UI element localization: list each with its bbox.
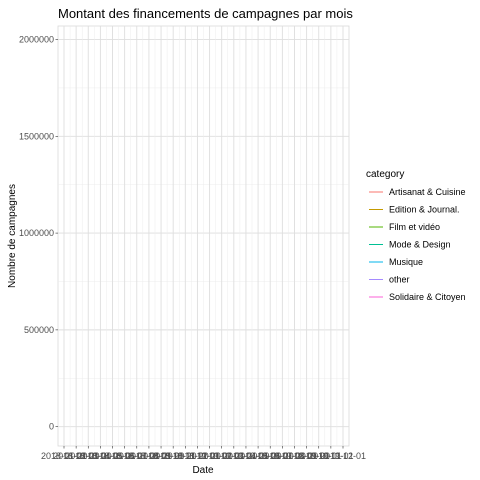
y-tick-label: 1000000 — [19, 228, 54, 238]
legend-label: other — [389, 275, 410, 285]
x-axis-ticks: 2018-01-012018-02-012018-03-012018-04-01… — [41, 446, 366, 461]
legend-label: Edition & Journal. — [389, 205, 460, 215]
x-tick-label: 2019-04-01 — [223, 451, 269, 461]
x-tick-label: 2018-02-01 — [53, 451, 99, 461]
x-tick-label: 2019-06-01 — [247, 451, 293, 461]
x-tick-label: 2019-08-01 — [271, 451, 317, 461]
x-tick-label: 2018-05-01 — [89, 451, 135, 461]
x-tick-label: 2019-09-01 — [284, 451, 330, 461]
y-tick-label: 1500000 — [19, 131, 54, 141]
x-tick-label: 2018-04-01 — [77, 451, 123, 461]
x-tick-label: 2019-05-01 — [235, 451, 281, 461]
legend: category Artisanat & Cuisine Edition & Jo… — [366, 169, 466, 302]
x-tick-label: 2018-06-01 — [102, 451, 148, 461]
legend-label: Musique — [389, 257, 423, 267]
x-tick-label: 2018-10-01 — [150, 451, 196, 461]
x-tick-label: 2018-09-01 — [138, 451, 184, 461]
legend-label: Artisanat & Cuisine — [389, 187, 466, 197]
x-tick-label: 2019-02-01 — [199, 451, 245, 461]
x-tick-label: 2018-11-01 — [163, 451, 208, 461]
x-tick-label: 2019-01-01 — [187, 451, 233, 461]
y-axis-label: Nombre de campagnes — [7, 184, 18, 288]
x-tick-label: 2019-03-01 — [211, 451, 257, 461]
legend-label: Mode & Design — [389, 240, 451, 250]
legend-label: Film et vidéo — [389, 222, 440, 232]
x-tick-label: 2019-11-01 — [308, 451, 353, 461]
chart-title: Montant des financements de campagnes pa… — [58, 6, 353, 21]
x-tick-label: 2018-03-01 — [65, 451, 111, 461]
x-tick-label: 2018-01-01 — [41, 451, 87, 461]
x-tick-label: 2018-12-01 — [174, 451, 220, 461]
x-tick-label: 2019-10-01 — [296, 451, 342, 461]
y-tick-label: 500000 — [24, 325, 54, 335]
x-tick-label: 2019-07-01 — [259, 451, 305, 461]
legend-label: Solidaire & Citoyen — [389, 292, 466, 302]
grid-lines — [58, 26, 349, 446]
x-tick-label: 2018-08-01 — [126, 451, 172, 461]
y-tick-label: 2000000 — [19, 35, 54, 45]
x-tick-label: 2019-12-01 — [320, 451, 366, 461]
y-tick-label: 0 — [49, 422, 54, 432]
legend-title: category — [366, 169, 404, 180]
x-tick-label: 2018-07-01 — [114, 451, 160, 461]
y-axis-ticks: 0 500000 1000000 1500000 2000000 — [19, 35, 58, 432]
x-axis-label: Date — [192, 465, 214, 476]
